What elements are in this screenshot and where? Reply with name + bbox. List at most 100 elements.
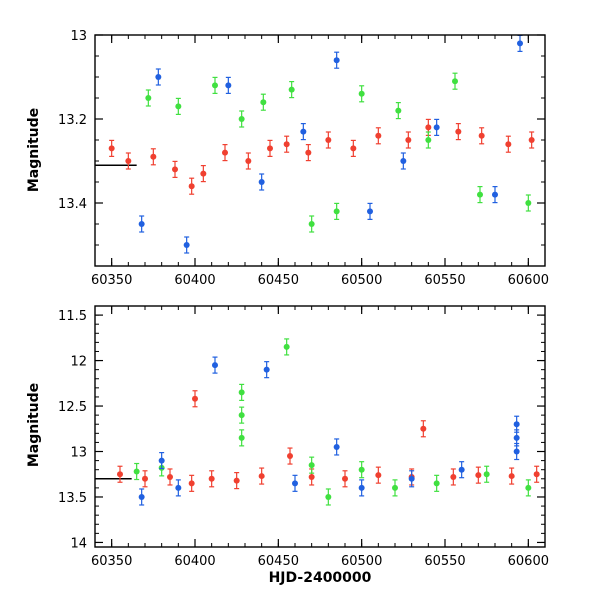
blue-data-point — [513, 442, 520, 461]
red-data-point — [188, 177, 195, 195]
green-data-point — [238, 406, 245, 424]
x-tick-label: 60500 — [341, 554, 382, 569]
red-data-point — [192, 390, 198, 408]
y-tick-label: 13.5 — [58, 491, 87, 506]
green-data-point — [133, 462, 140, 481]
red-data-point — [208, 470, 215, 488]
red-data-point — [505, 135, 512, 153]
red-data-point — [420, 420, 427, 438]
blue-data-point — [158, 452, 165, 470]
y-tick-label: 14 — [70, 536, 87, 551]
red-data-point — [108, 139, 115, 157]
y-tick-label: 13 — [70, 446, 87, 461]
bottom-points — [95, 338, 540, 506]
green-data-point — [425, 131, 432, 149]
red-data-point — [450, 468, 457, 486]
green-data-point — [308, 456, 315, 474]
blue-data-point — [258, 173, 265, 191]
x-tick-label: 60550 — [424, 273, 465, 288]
red-data-point — [287, 447, 293, 465]
green-data-point — [175, 97, 182, 116]
x-tick-label: 60600 — [508, 554, 549, 569]
red-data-point — [188, 474, 195, 492]
green-data-point — [308, 215, 315, 233]
blue-data-point — [433, 118, 440, 136]
x-tick-label: 60550 — [424, 554, 465, 569]
red-data-point — [245, 152, 252, 170]
green-data-point — [145, 89, 152, 107]
green-data-point — [333, 202, 340, 220]
blue-data-point — [155, 68, 162, 86]
blue-data-point — [333, 438, 340, 456]
red-data-point — [200, 165, 207, 183]
x-tick-label: 60400 — [174, 554, 215, 569]
top-panel: 60350 60400 60450 60500 60550 60600 13 13.2 13.4… — [26, 29, 549, 288]
red-data-point — [375, 466, 382, 484]
red-data-point — [533, 465, 540, 483]
blue-data-point — [367, 202, 373, 220]
blue-data-point — [333, 51, 340, 69]
x-tick-label: 60400 — [174, 273, 215, 288]
blue-data-point — [300, 122, 307, 141]
red-data-point — [125, 152, 132, 170]
blue-data-point — [183, 236, 190, 254]
green-data-point — [238, 429, 245, 447]
x-tick-label: 60350 — [91, 554, 132, 569]
red-data-point — [142, 470, 148, 488]
green-data-point — [283, 338, 290, 356]
top-plot-frame — [94, 34, 546, 267]
green-data-point — [288, 80, 295, 99]
green-data-point — [483, 465, 490, 483]
red-data-point — [350, 139, 357, 157]
red-data-point — [375, 127, 382, 145]
red-data-point — [342, 470, 348, 488]
top-y-axis-label: Magnitude — [26, 108, 42, 192]
red-data-point — [117, 465, 123, 483]
red-data-point — [283, 135, 290, 153]
y-tick-label: 13.4 — [58, 197, 87, 212]
green-data-point — [452, 72, 458, 90]
red-data-point — [305, 144, 312, 162]
red-data-point — [258, 467, 265, 485]
green-data-point — [358, 461, 365, 479]
x-tick-label: 60450 — [258, 273, 299, 288]
bottom-x-axis-label: HJD-2400000 — [269, 570, 372, 586]
blue-data-point — [263, 361, 270, 379]
red-data-point — [528, 131, 535, 149]
top-points — [95, 34, 535, 254]
red-data-point — [222, 144, 228, 162]
green-data-point — [238, 383, 245, 401]
green-data-point — [392, 479, 398, 497]
x-tick-label: 60350 — [91, 273, 132, 288]
green-data-point — [212, 76, 218, 95]
blue-data-point — [292, 474, 298, 492]
green-data-point — [525, 194, 532, 212]
top-ticks: 60350 60400 60450 60500 60550 60600 13 13.2 13.4 — [58, 29, 549, 288]
red-data-point — [478, 127, 485, 145]
green-data-point — [525, 479, 532, 497]
blue-data-point — [212, 356, 218, 374]
red-data-point — [455, 122, 462, 141]
y-tick-label: 12.5 — [58, 400, 87, 415]
red-data-point — [233, 472, 240, 490]
blue-data-point — [517, 34, 523, 53]
green-data-point — [358, 85, 365, 103]
red-data-point — [508, 467, 515, 485]
blue-data-point — [138, 488, 145, 506]
blue-data-point — [225, 76, 232, 95]
red-data-point — [405, 131, 412, 149]
red-data-point — [172, 160, 178, 178]
y-tick-label: 13.2 — [58, 113, 87, 128]
blue-data-point — [138, 215, 145, 233]
blue-data-point — [513, 415, 520, 433]
blue-data-point — [358, 479, 365, 497]
y-tick-label: 12 — [70, 355, 87, 370]
green-data-point — [325, 488, 332, 506]
x-tick-label: 60600 — [508, 273, 549, 288]
red-data-point — [150, 148, 157, 166]
bottom-y-axis-label: Magnitude — [26, 383, 42, 467]
y-tick-label: 11.5 — [58, 309, 87, 324]
bottom-ticks: 60350 60400 60450 60500 60550 60600 11.5 12 12.5… — [58, 305, 549, 569]
blue-data-point — [400, 152, 407, 170]
